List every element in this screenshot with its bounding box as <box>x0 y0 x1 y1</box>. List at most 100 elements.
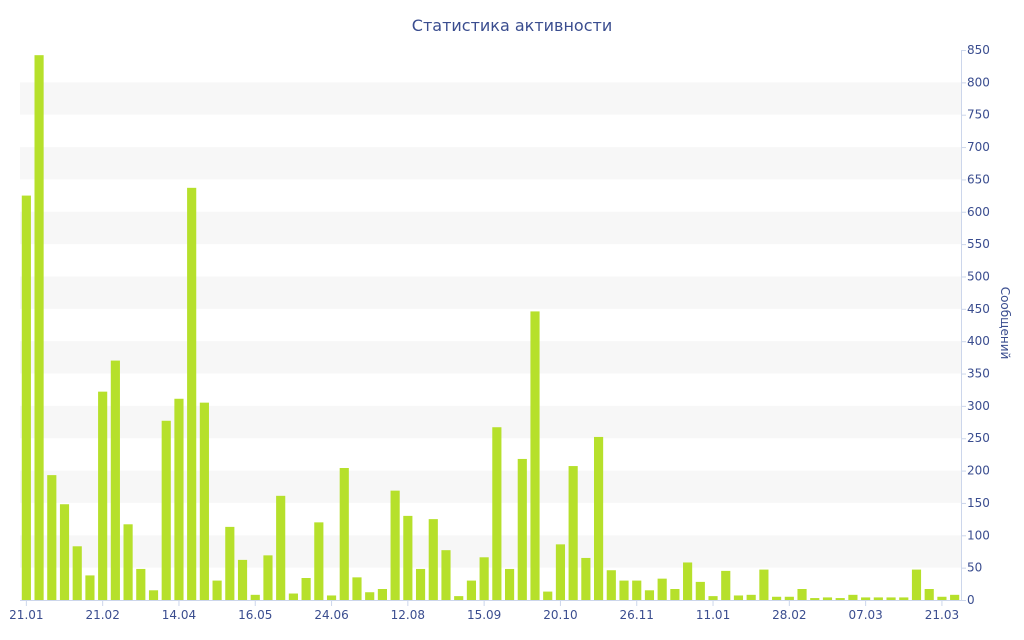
bar[interactable] <box>415 568 426 600</box>
bar[interactable] <box>110 360 120 600</box>
bar[interactable] <box>784 596 794 600</box>
bar[interactable] <box>797 589 807 600</box>
bar[interactable] <box>746 594 756 600</box>
bar[interactable] <box>466 580 477 600</box>
bar[interactable] <box>695 581 705 600</box>
bar[interactable] <box>98 391 108 600</box>
y-tick-label: 500 <box>967 269 990 283</box>
bar[interactable] <box>174 398 184 600</box>
bar[interactable] <box>568 466 578 600</box>
bar[interactable] <box>721 570 731 600</box>
bar[interactable] <box>835 598 845 600</box>
bar[interactable] <box>352 577 362 600</box>
chart-title: Статистика активности <box>412 16 612 35</box>
bar[interactable] <box>950 594 960 600</box>
y-tick-label: 550 <box>967 237 990 251</box>
y-tick-label: 0 <box>967 593 975 607</box>
bar[interactable] <box>848 594 858 600</box>
bar[interactable] <box>873 597 883 600</box>
bar[interactable] <box>161 420 171 600</box>
bar[interactable] <box>237 559 248 600</box>
grid-band <box>20 147 961 180</box>
bar[interactable] <box>581 557 591 600</box>
y-tick-label: 650 <box>967 172 990 186</box>
bar[interactable] <box>390 490 400 600</box>
bar[interactable] <box>708 596 718 600</box>
grid-band <box>20 211 961 245</box>
bar[interactable] <box>822 597 833 600</box>
x-tick-label: 14.04 <box>162 608 196 622</box>
bar[interactable] <box>861 597 871 600</box>
bar[interactable] <box>441 550 451 600</box>
bar[interactable] <box>276 495 286 600</box>
bar[interactable] <box>148 590 159 600</box>
bar[interactable] <box>212 580 222 600</box>
bar[interactable] <box>619 580 629 600</box>
bar[interactable] <box>517 458 527 600</box>
bar[interactable] <box>403 515 413 600</box>
bar[interactable] <box>555 544 566 600</box>
grid-bands <box>20 82 961 568</box>
bar[interactable] <box>530 311 540 600</box>
bar[interactable] <box>644 590 655 600</box>
x-tick-label: 28.02 <box>772 608 806 622</box>
grid-band <box>20 405 961 439</box>
x-tick-label: 16.05 <box>238 608 272 622</box>
x-tick-label: 15.09 <box>467 608 501 622</box>
bar[interactable] <box>34 55 44 601</box>
y-tick-label: 750 <box>967 108 990 122</box>
bar[interactable] <box>683 562 693 600</box>
bar[interactable] <box>250 594 260 600</box>
bar[interactable] <box>911 569 922 600</box>
x-tick-label: 11.01 <box>696 608 730 622</box>
bar[interactable] <box>937 596 947 600</box>
bar[interactable] <box>136 568 146 600</box>
bar[interactable] <box>454 596 464 600</box>
bar[interactable] <box>263 555 273 600</box>
bar[interactable] <box>657 578 667 600</box>
bar[interactable] <box>543 591 553 600</box>
bar[interactable] <box>899 597 909 600</box>
bar[interactable] <box>632 580 642 600</box>
bar[interactable] <box>21 195 31 600</box>
bar[interactable] <box>492 427 502 600</box>
bar[interactable] <box>606 570 616 600</box>
bar[interactable] <box>594 436 604 600</box>
bar[interactable] <box>479 557 489 600</box>
grid-band <box>20 341 961 374</box>
y-ticks-group: 0 50 100 150 200 250 300 350 400 450 500 550 600 650 7… <box>961 43 990 607</box>
bar[interactable] <box>886 597 896 600</box>
y-tick-label: 150 <box>967 496 990 510</box>
x-tick-label: 07.03 <box>848 608 882 622</box>
bar[interactable] <box>59 504 70 600</box>
y-axis-label: Сообщений <box>998 287 1012 360</box>
bar[interactable] <box>72 546 82 600</box>
bar[interactable] <box>85 575 95 600</box>
bar[interactable] <box>123 524 133 600</box>
bar[interactable] <box>772 596 782 600</box>
bar[interactable] <box>199 402 209 600</box>
bar[interactable] <box>301 578 311 600</box>
y-tick-label: 800 <box>967 75 990 89</box>
bar[interactable] <box>428 519 438 600</box>
bar[interactable] <box>47 475 57 600</box>
bar[interactable] <box>377 589 387 600</box>
y-tick-label: 850 <box>967 43 990 57</box>
bar[interactable] <box>504 568 515 600</box>
bar[interactable] <box>759 569 769 600</box>
bar[interactable] <box>288 593 298 600</box>
bar[interactable] <box>924 589 934 600</box>
bar[interactable] <box>733 595 744 600</box>
bar[interactable] <box>225 526 235 600</box>
y-tick-label: 600 <box>967 205 990 219</box>
grid-band <box>20 276 961 309</box>
bar[interactable] <box>339 468 349 600</box>
bar[interactable] <box>810 598 820 600</box>
bar[interactable] <box>314 522 324 600</box>
bar[interactable] <box>187 187 197 600</box>
bar[interactable] <box>670 589 680 600</box>
grid-band <box>20 82 961 115</box>
bar[interactable] <box>365 592 375 600</box>
bar[interactable] <box>326 595 337 600</box>
